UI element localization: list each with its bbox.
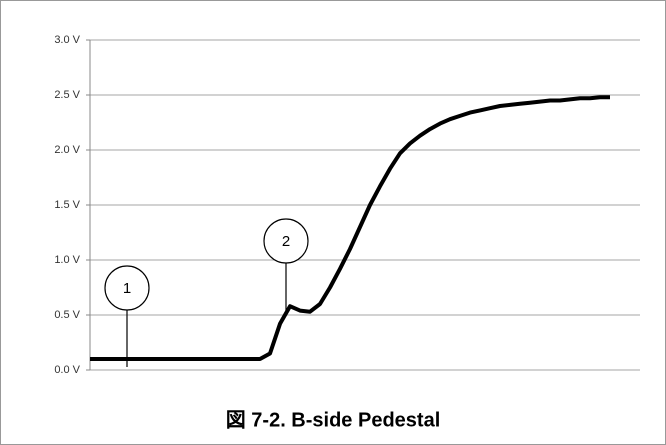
y-tick-label: 1.0 V	[54, 254, 80, 266]
chart-title: 図 7-2. B-side Pedestal	[226, 409, 441, 431]
y-tick-label: 3.0 V	[54, 34, 80, 46]
annotation-label: 1	[123, 280, 131, 297]
y-tick-label: 2.0 V	[54, 144, 80, 156]
data-line	[90, 95, 610, 361]
annotation-circle	[104, 265, 150, 311]
y-tick-label: 0.5 V	[54, 309, 80, 321]
y-tick-label: 2.5 V	[54, 89, 80, 101]
y-tick-label: 1.5 V	[54, 199, 80, 211]
annotation-label: 2	[282, 233, 290, 250]
y-tick-label: 0.0 V	[54, 364, 80, 376]
annotation-circle	[263, 218, 309, 264]
